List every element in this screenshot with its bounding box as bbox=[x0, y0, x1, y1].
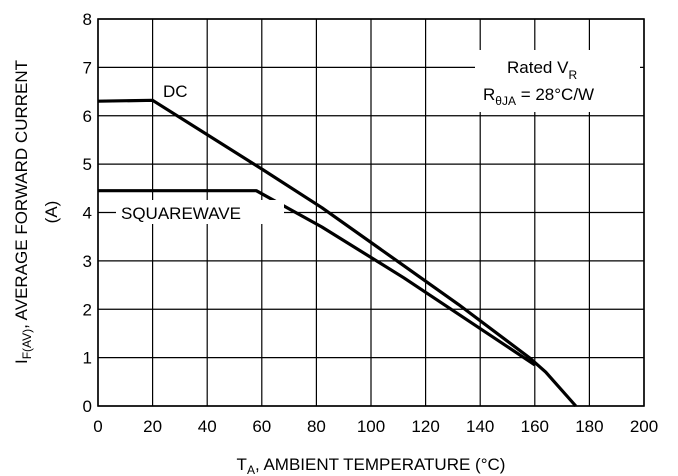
x-tick-label: 160 bbox=[521, 417, 549, 436]
y-tick-label: 5 bbox=[83, 155, 92, 174]
squarewave-label-background bbox=[116, 200, 284, 224]
y-tick-label: 2 bbox=[83, 300, 92, 319]
x-tick-label: 60 bbox=[252, 417, 271, 436]
y-tick-labels: 0 1 2 3 4 5 6 7 8 bbox=[83, 10, 92, 416]
y-tick-label: 1 bbox=[83, 349, 92, 368]
y-tick-label: 8 bbox=[83, 10, 92, 29]
x-axis-title-sub: A bbox=[247, 463, 255, 476]
y-tick-label: 3 bbox=[83, 252, 92, 271]
x-tick-label: 100 bbox=[357, 417, 385, 436]
y-axis-title-main: I bbox=[12, 359, 31, 364]
series-label-squarewave: SQUAREWAVE bbox=[121, 204, 241, 223]
x-tick-label: 140 bbox=[466, 417, 494, 436]
series-layer bbox=[97, 98, 577, 408]
series-label-dc: DC bbox=[163, 82, 188, 101]
x-axis-title-main: T bbox=[237, 455, 247, 474]
x-tick-label: 80 bbox=[307, 417, 326, 436]
x-axis-title: TA, AMBIENT TEMPERATURE (°C) bbox=[237, 455, 506, 476]
annotation-line2-sub: θJA bbox=[495, 94, 516, 108]
x-tick-label: 20 bbox=[143, 417, 162, 436]
series-line-squarewave bbox=[98, 189, 536, 367]
y-axis-title-sub: F(AV) bbox=[20, 329, 34, 359]
annotation-line1-main: Rated V bbox=[507, 58, 569, 77]
series-line-dc bbox=[97, 98, 577, 408]
y-tick-label: 6 bbox=[83, 107, 92, 126]
y-tick-label: 0 bbox=[83, 397, 92, 416]
annotation-line2-rest: = 28°C/W bbox=[516, 85, 594, 104]
x-tick-labels: 0 20 40 60 80 100 120 140 160 180 200 bbox=[93, 417, 658, 436]
annotation-line1-sub: R bbox=[568, 68, 577, 82]
annotation-thermal-resistance: RθJA = 28°C/W bbox=[483, 85, 594, 108]
x-axis-title-rest: , AMBIENT TEMPERATURE (°C) bbox=[255, 455, 506, 474]
x-tick-label: 180 bbox=[575, 417, 603, 436]
y-tick-label: 4 bbox=[83, 204, 92, 223]
dc-label-background bbox=[158, 78, 198, 102]
annotation-rated-vr: Rated VR bbox=[507, 58, 577, 82]
x-tick-label: 0 bbox=[93, 417, 102, 436]
y-tick-label: 7 bbox=[83, 58, 92, 77]
annotation-background bbox=[475, 50, 640, 112]
y-axis-title-line2: (A) bbox=[42, 201, 61, 224]
annotation-line2-main: R bbox=[483, 85, 495, 104]
y-axis-title: IF(AV), AVERAGE FORWARD CURRENT bbox=[12, 60, 34, 364]
y-axis-title-rest: , AVERAGE FORWARD CURRENT bbox=[12, 60, 31, 329]
plot-frame bbox=[97, 18, 645, 407]
x-tick-label: 40 bbox=[198, 417, 217, 436]
x-tick-label: 120 bbox=[411, 417, 439, 436]
x-tick-label: 200 bbox=[630, 417, 658, 436]
